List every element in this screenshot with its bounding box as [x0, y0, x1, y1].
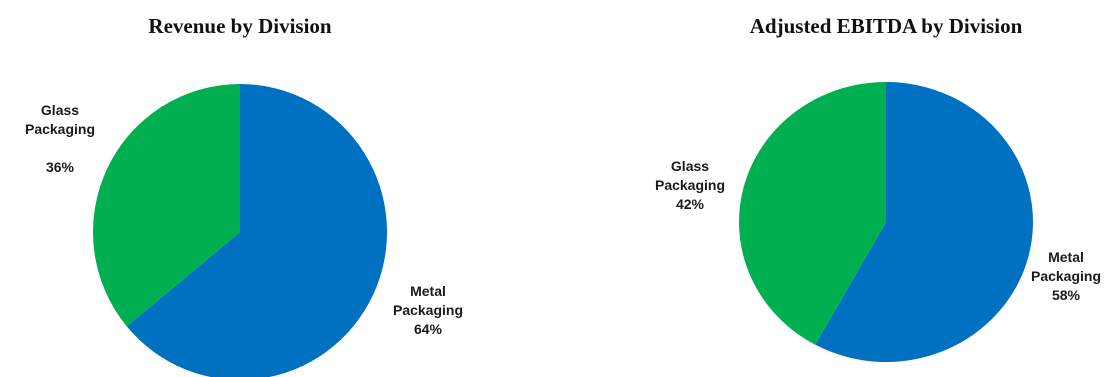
- chart-title: Adjusted EBITDA by Division: [749, 14, 1023, 38]
- slice-label-line: Glass: [40, 102, 80, 118]
- slice-label-line: Metal: [410, 283, 446, 299]
- slice-value-label: 58%: [1051, 287, 1081, 303]
- pie-slice-glass: [739, 82, 886, 345]
- slice-label-line: Packaging: [1030, 268, 1102, 284]
- slice-value-label: 64%: [413, 321, 443, 337]
- pie-svg: [92, 84, 387, 377]
- slice-label-metal: Metal Packaging 64%: [378, 282, 478, 339]
- slice-label-glass: Glass Packaging 36%: [15, 101, 105, 177]
- slice-label-line: Packaging: [654, 177, 726, 193]
- pie-slice-metal: [815, 82, 1033, 362]
- slice-label-metal: Metal Packaging 58%: [1026, 248, 1106, 305]
- pie-svg: [739, 82, 1033, 362]
- revenue-pie-chart: Revenue by Division Metal Packaging 64% …: [15, 14, 478, 377]
- chart-title: Revenue by Division: [148, 14, 332, 38]
- slice-label-line: Packaging: [392, 302, 464, 318]
- pie-slice-glass: [92, 84, 240, 327]
- slice-label-line: Glass: [670, 158, 710, 174]
- ebitda-pie-chart: Adjusted EBITDA by Division Metal Packag…: [560, 0, 1119, 377]
- slice-label-line: Metal: [1048, 249, 1084, 265]
- pie-slice-metal: [126, 84, 387, 377]
- slice-label-glass: Glass Packaging 42%: [650, 157, 730, 214]
- slice-label-line: Packaging: [24, 121, 96, 137]
- slice-value-label: 42%: [675, 196, 705, 212]
- slice-value-label: 36%: [45, 159, 75, 175]
